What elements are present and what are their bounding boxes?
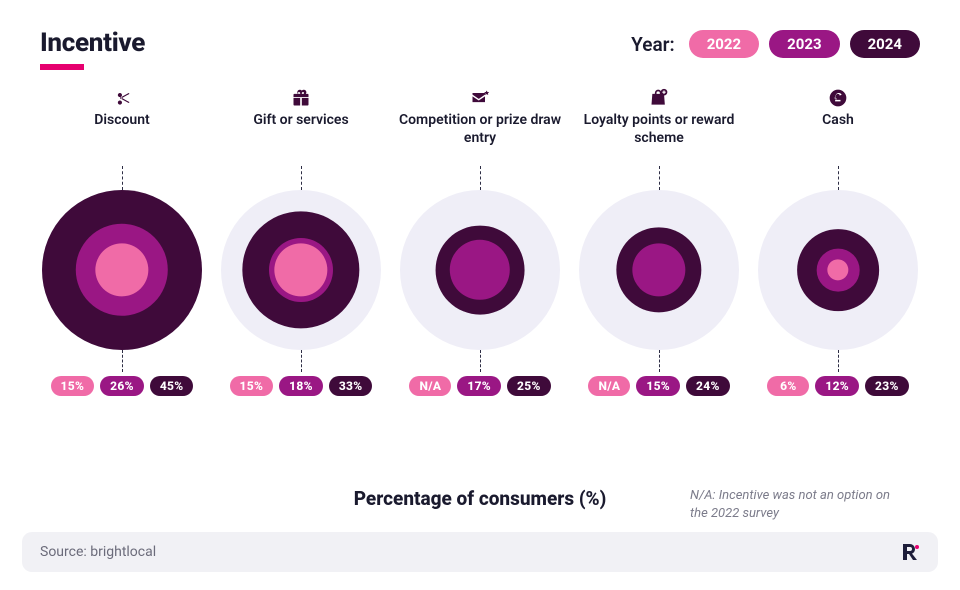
value-pill-2022: 6% [767, 376, 809, 396]
envelope-star-icon [470, 88, 490, 108]
connector-line [122, 350, 123, 372]
item-label: Competition or prize draw entry [392, 112, 568, 166]
value-pill-2024: 24% [686, 376, 730, 396]
ring-chart [221, 190, 381, 350]
header: Incentive Year: 2022 2023 2024 [0, 0, 960, 80]
value-pill-2023: 15% [636, 376, 680, 396]
legend-label: Year: [631, 33, 675, 56]
shopping-bag-plus-icon [649, 88, 669, 108]
gift-icon [291, 88, 311, 108]
value-pill-2024: 25% [507, 376, 551, 396]
chart-item: Competition or prize draw entry N/A 17% 25% [392, 88, 568, 396]
title-underline [40, 64, 84, 70]
item-label: Gift or services [253, 112, 348, 166]
chart-footnote: N/A: Incentive was not an option on the … [690, 487, 900, 522]
ring-chart [758, 190, 918, 350]
title-wrap: Incentive [40, 28, 145, 70]
value-pill-2022: N/A [409, 376, 451, 396]
caption-row: Percentage of consumers (%) N/A: Incenti… [0, 487, 960, 510]
legend-pill-2022: 2022 [689, 30, 759, 58]
ring-chart [400, 190, 560, 350]
value-row: 6% 12% 23% [767, 376, 908, 396]
value-pill-2022: 15% [230, 376, 274, 396]
pound-coin-icon [828, 88, 848, 108]
connector-line [659, 166, 660, 190]
chart-items: Discount15%26%45%Gift or services15%18%3… [0, 80, 960, 396]
footer: Source: brightlocal [22, 532, 938, 572]
chart-item: Discount 15%26% 45% [34, 88, 210, 396]
item-label: Discount [94, 112, 150, 166]
brand-logo-icon [900, 542, 920, 562]
legend-pill-2023: 2023 [769, 30, 839, 58]
value-pill-2023: 17% [457, 376, 501, 396]
ring-chart [579, 190, 739, 350]
year-legend: Year: 2022 2023 2024 [631, 30, 920, 58]
connector-line [838, 350, 839, 372]
legend-pill-2024: 2024 [850, 30, 920, 58]
value-pill-2024: 23% [865, 376, 909, 396]
connector-line [301, 350, 302, 372]
connector-line [659, 350, 660, 372]
value-row: N/A 17% 25% [409, 376, 550, 396]
chart-item: Loyalty points or reward scheme N/A 15% 24% [571, 88, 747, 396]
source-text: Source: brightlocal [40, 544, 156, 560]
value-pill-2022: N/A [588, 376, 630, 396]
value-row: 15%26% 45% [51, 376, 194, 396]
connector-line [480, 350, 481, 372]
value-pill-2024: 45% [150, 376, 194, 396]
connector-line [838, 166, 839, 190]
value-pill-2023: 12% [815, 376, 859, 396]
value-pill-2022: 15% [51, 376, 95, 396]
value-row: 15%18% 33% [230, 376, 373, 396]
page-title: Incentive [40, 28, 145, 58]
ring-chart [42, 190, 202, 350]
connector-line [480, 166, 481, 190]
scissors-icon [112, 88, 132, 108]
value-row: N/A 15% 24% [588, 376, 729, 396]
connector-line [301, 166, 302, 190]
item-label: Loyalty points or reward scheme [571, 112, 747, 166]
chart-item: Cash 6% 12% 23% [750, 88, 926, 396]
value-pill-2023: 26% [100, 376, 144, 396]
item-label: Cash [822, 112, 854, 166]
value-pill-2024: 33% [329, 376, 373, 396]
value-pill-2023: 18% [279, 376, 323, 396]
connector-line [122, 166, 123, 190]
chart-item: Gift or services 15%18% 33% [213, 88, 389, 396]
